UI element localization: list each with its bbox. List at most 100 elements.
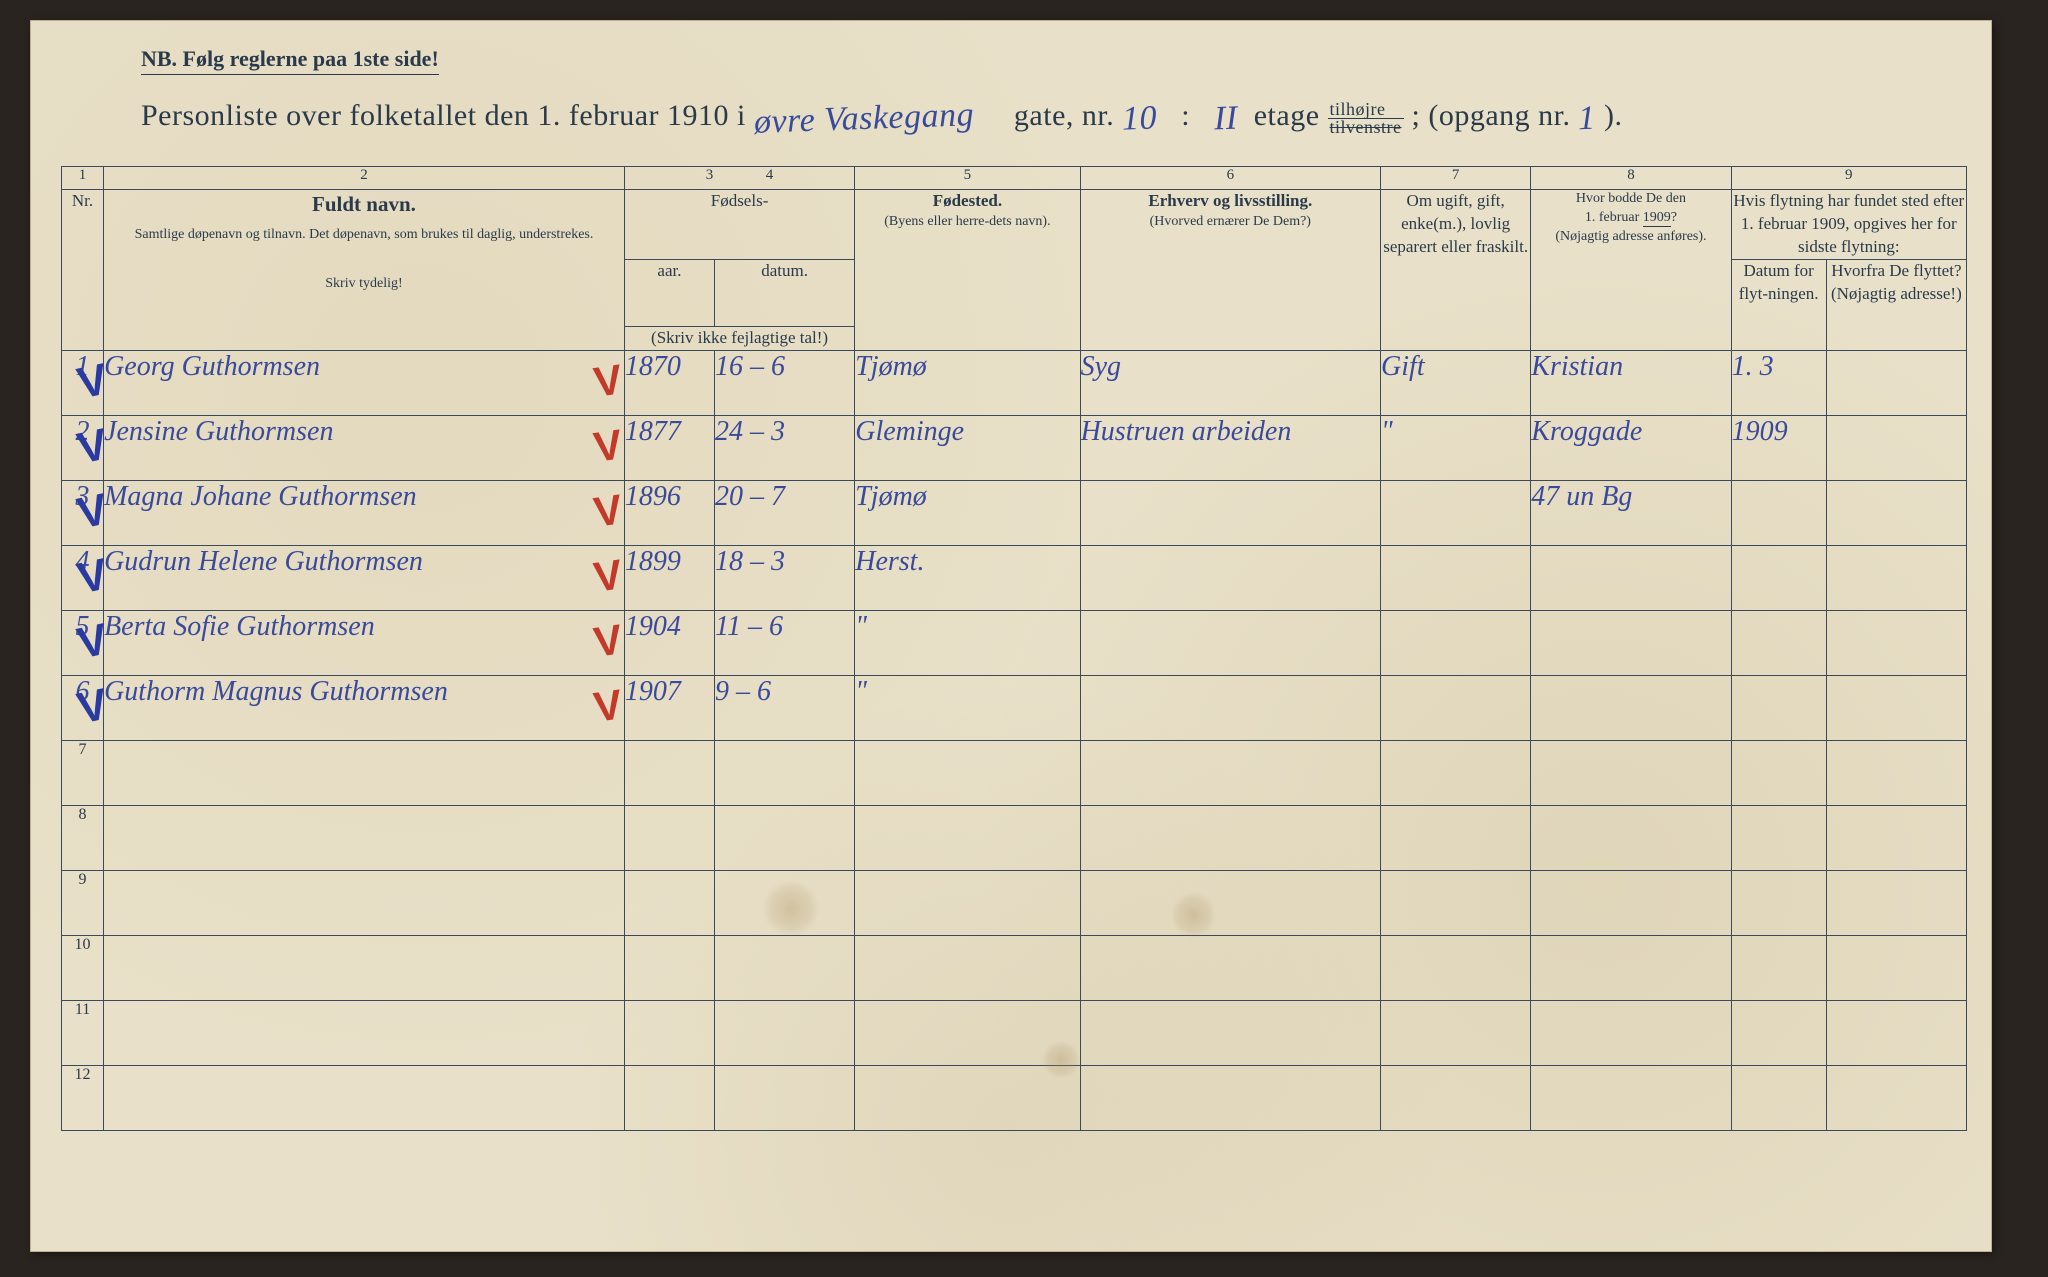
cell-move-date (1731, 481, 1826, 546)
empty-cell (1381, 806, 1531, 871)
empty-cell (1826, 806, 1966, 871)
header-name-sub: Samtlige døpenavn og tilnavn. Det døpena… (104, 226, 624, 245)
empty-cell (715, 1066, 855, 1131)
nb-instruction: NB. Følg reglerne paa 1ste side! (141, 46, 439, 75)
empty-cell (104, 806, 625, 871)
cell-status (1381, 676, 1531, 741)
cell-place: Herst. (855, 546, 1080, 611)
colnum-6: 6 (1080, 167, 1380, 190)
cell-address: Kroggade (1531, 416, 1731, 481)
cell-date: 18 – 3 (715, 546, 855, 611)
person-name: Gudrun Helene Guthormsen (104, 546, 423, 577)
gate-nr-label: gate, nr. (1014, 99, 1114, 132)
row-number: 10 (62, 936, 104, 1001)
table-row: 3VMagna Johane GuthormsenV189620 – 7Tjøm… (62, 481, 1967, 546)
colnum-2: 2 (104, 167, 625, 190)
paper-stain (761, 881, 821, 936)
empty-cell (1080, 1066, 1380, 1131)
header-name: Fuldt navn. Samtlige døpenavn og tilnavn… (104, 190, 625, 351)
cell-place: Gleminge (855, 416, 1080, 481)
empty-cell (1826, 871, 1966, 936)
person-name: Georg Guthormsen (104, 351, 320, 382)
empty-cell (1731, 871, 1826, 936)
header-addr1909: Hvor bodde De den1. februar 1909? (Nøjag… (1531, 190, 1731, 351)
header-aar: aar. (624, 259, 714, 326)
empty-cell (624, 741, 714, 806)
hdr-fs-main: Fødested. (855, 190, 1079, 213)
colnum-8: 8 (1531, 167, 1731, 190)
empty-cell (1381, 871, 1531, 936)
cell-status: Gift (1381, 351, 1531, 416)
table-row-empty: 8 (62, 806, 1967, 871)
cell-status (1381, 481, 1531, 546)
empty-cell (855, 871, 1080, 936)
cell-address (1531, 546, 1731, 611)
cell-date: 9 – 6 (715, 676, 855, 741)
header-name-main: Fuldt navn. (104, 190, 624, 218)
cell-address: 47 un Bg (1531, 481, 1731, 546)
cell-move-from (1826, 416, 1966, 481)
cell-date: 20 – 7 (715, 481, 855, 546)
hdr-er-sub: (Hvorved ernærer De Dem?) (1081, 213, 1380, 232)
cell-year: 1870 (624, 351, 714, 416)
hdr-er-main: Erhverv og livsstilling. (1081, 190, 1380, 213)
gate-nr-hand: 10 (1122, 99, 1158, 138)
cell-move-date (1731, 676, 1826, 741)
title-close: ). (1604, 99, 1623, 132)
check-mark-red: V (591, 550, 625, 601)
cell-occupation: Hustruen arbeiden (1080, 416, 1380, 481)
hdr-a-main: Hvor bodde De den1. februar 1909? (1531, 190, 1730, 228)
empty-cell (1080, 936, 1380, 1001)
empty-cell (715, 806, 855, 871)
empty-cell (1080, 871, 1380, 936)
cell-date: 16 – 6 (715, 351, 855, 416)
empty-cell (715, 741, 855, 806)
cell-move-from (1826, 546, 1966, 611)
header-flytning-date: Datum for flyt-ningen. (1731, 259, 1826, 350)
empty-cell (104, 1001, 625, 1066)
empty-cell (1080, 1001, 1380, 1066)
empty-cell (1381, 1066, 1531, 1131)
empty-cell (1381, 741, 1531, 806)
title-prefix: Personliste over folketallet den 1. febr… (141, 99, 746, 132)
cell-occupation: Syg (1080, 351, 1380, 416)
header-fodested: Fødested. (Byens eller herre-dets navn). (855, 190, 1080, 351)
cell-status (1381, 546, 1531, 611)
empty-cell (1731, 1066, 1826, 1131)
empty-cell (104, 1066, 625, 1131)
header-row-1: Nr. Fuldt navn. Samtlige døpenavn og til… (62, 190, 1967, 260)
person-name: Guthorm Magnus Guthormsen (104, 676, 448, 707)
hdr-fs-sub: (Byens eller herre-dets navn). (855, 213, 1079, 232)
hdr-a-sub: (Nøjagtig adresse anføres). (1531, 228, 1730, 247)
empty-cell (855, 1066, 1080, 1131)
tilhojre-bot: tilvenstre (1328, 119, 1404, 135)
cell-place: " (855, 611, 1080, 676)
cell-move-from (1826, 611, 1966, 676)
header-flytning-from: Hvorfra De flyttet? (Nøjagtig adresse!) (1826, 259, 1966, 350)
empty-cell (104, 871, 625, 936)
cn3: 3 (706, 167, 714, 183)
cell-occupation (1080, 546, 1380, 611)
cell-year: 1877 (624, 416, 714, 481)
header-status: Om ugift, gift, enke(m.), lovlig separer… (1381, 190, 1531, 351)
table-row: 6VGuthorm Magnus GuthormsenV19079 – 6" (62, 676, 1967, 741)
cell-occupation (1080, 611, 1380, 676)
table-row-empty: 7 (62, 741, 1967, 806)
row-number: 11 (62, 1001, 104, 1066)
row-number: 7 (62, 741, 104, 806)
cell-status (1381, 611, 1531, 676)
cell-status: " (1381, 416, 1531, 481)
header-nr: Nr. (62, 190, 104, 351)
census-form-page: NB. Følg reglerne paa 1ste side! Personl… (30, 20, 1992, 1252)
empty-cell (624, 936, 714, 1001)
empty-cell (1826, 1066, 1966, 1131)
cn4: 4 (766, 167, 774, 183)
cell-year: 1904 (624, 611, 714, 676)
street-name-hand: øvre Vaskegang (753, 96, 974, 142)
row-number: 9 (62, 871, 104, 936)
table-row-empty: 10 (62, 936, 1967, 1001)
empty-cell (855, 741, 1080, 806)
table-row: 2VJensine GuthormsenV187724 – 3GlemingeH… (62, 416, 1967, 481)
cell-year: 1899 (624, 546, 714, 611)
empty-cell (715, 1001, 855, 1066)
